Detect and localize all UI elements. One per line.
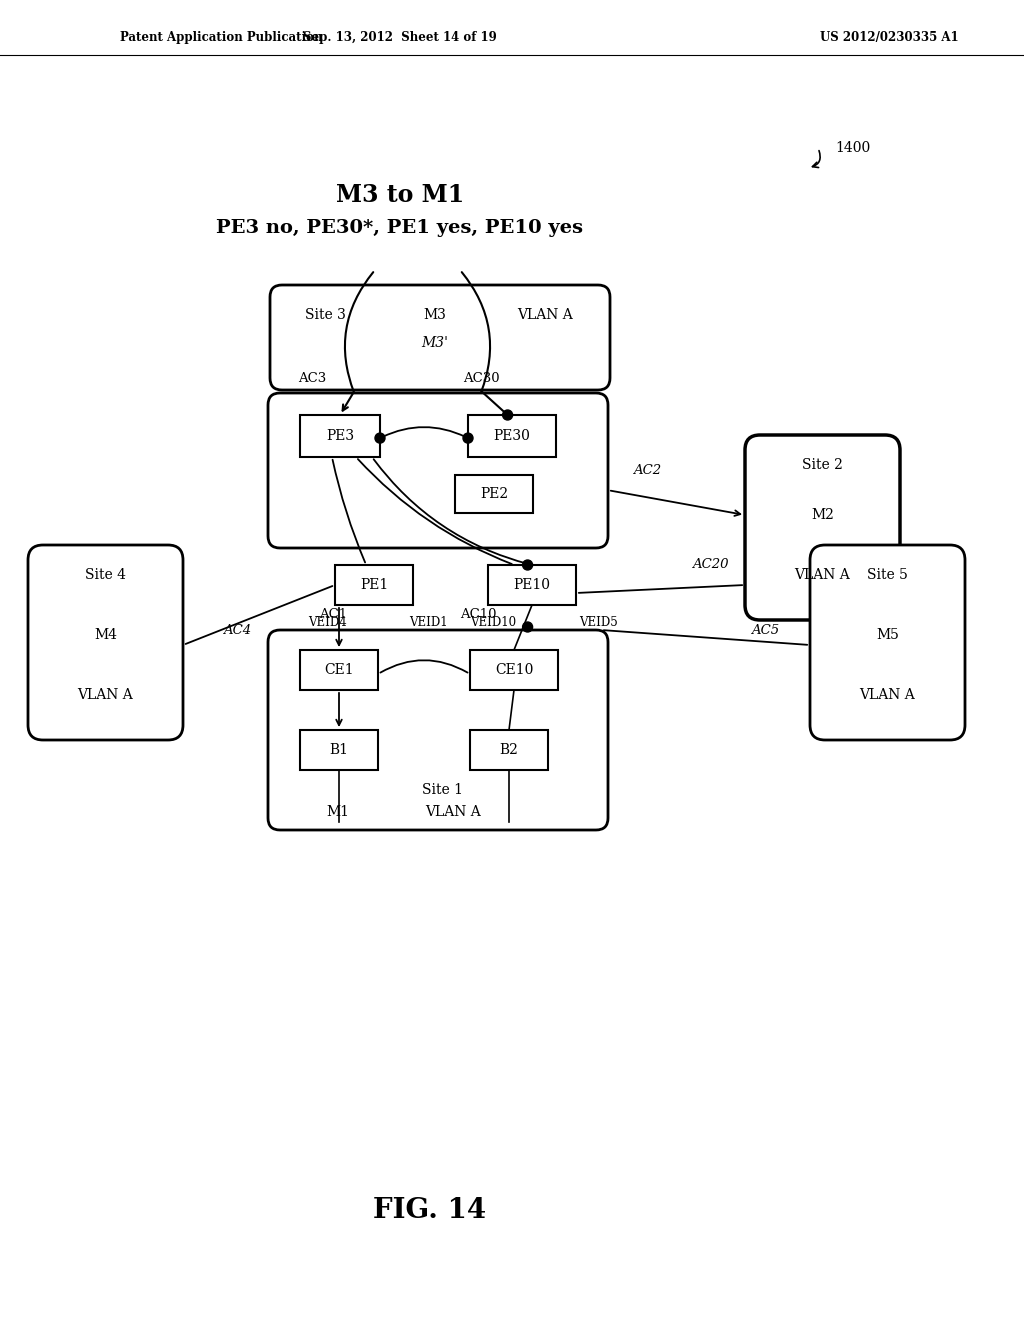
Bar bbox=[300, 649, 378, 690]
Text: Site 4: Site 4 bbox=[85, 568, 126, 582]
Text: M3': M3' bbox=[422, 337, 449, 350]
Bar bbox=[470, 730, 548, 770]
FancyBboxPatch shape bbox=[810, 545, 965, 741]
Text: VLAN A: VLAN A bbox=[425, 805, 481, 818]
Text: M3: M3 bbox=[424, 308, 446, 322]
Text: PE30: PE30 bbox=[494, 429, 530, 444]
Text: VEID10: VEID10 bbox=[470, 616, 516, 630]
Text: Site 2: Site 2 bbox=[802, 458, 843, 473]
Text: FIG. 14: FIG. 14 bbox=[374, 1196, 486, 1224]
Text: AC4: AC4 bbox=[223, 623, 251, 636]
Text: AC30: AC30 bbox=[463, 371, 500, 384]
Text: CE1: CE1 bbox=[325, 663, 354, 677]
Bar bbox=[455, 475, 534, 513]
FancyBboxPatch shape bbox=[745, 436, 900, 620]
FancyBboxPatch shape bbox=[268, 393, 608, 548]
Circle shape bbox=[463, 433, 473, 444]
Bar bbox=[300, 414, 380, 457]
Text: AC20: AC20 bbox=[692, 558, 728, 572]
Text: VLAN A: VLAN A bbox=[517, 308, 572, 322]
Text: PE1: PE1 bbox=[359, 578, 388, 591]
FancyBboxPatch shape bbox=[28, 545, 183, 741]
Text: M4: M4 bbox=[94, 628, 117, 642]
Text: VLAN A: VLAN A bbox=[795, 568, 850, 582]
Circle shape bbox=[522, 622, 532, 632]
Text: Site 1: Site 1 bbox=[423, 783, 464, 797]
Text: M5: M5 bbox=[877, 628, 899, 642]
Text: Patent Application Publication: Patent Application Publication bbox=[120, 32, 323, 45]
Text: VEID1: VEID1 bbox=[409, 616, 447, 630]
Text: PE2: PE2 bbox=[480, 487, 508, 502]
Text: US 2012/0230335 A1: US 2012/0230335 A1 bbox=[820, 32, 958, 45]
Bar bbox=[335, 565, 413, 605]
Text: B1: B1 bbox=[330, 743, 348, 756]
Bar bbox=[488, 565, 575, 605]
Circle shape bbox=[522, 560, 532, 570]
Text: AC1: AC1 bbox=[318, 609, 347, 622]
Text: M1: M1 bbox=[327, 805, 349, 818]
FancyBboxPatch shape bbox=[270, 285, 610, 389]
Circle shape bbox=[503, 411, 513, 420]
Text: VLAN A: VLAN A bbox=[859, 688, 915, 702]
Text: PE10: PE10 bbox=[513, 578, 551, 591]
Text: Sep. 13, 2012  Sheet 14 of 19: Sep. 13, 2012 Sheet 14 of 19 bbox=[303, 32, 497, 45]
Text: B2: B2 bbox=[500, 743, 518, 756]
Text: Site 5: Site 5 bbox=[867, 568, 908, 582]
Text: CE10: CE10 bbox=[495, 663, 534, 677]
Text: VLAN A: VLAN A bbox=[78, 688, 133, 702]
FancyBboxPatch shape bbox=[268, 630, 608, 830]
Bar bbox=[470, 649, 558, 690]
Text: AC10: AC10 bbox=[460, 609, 497, 622]
Bar bbox=[300, 730, 378, 770]
Text: VEID5: VEID5 bbox=[579, 616, 617, 630]
Text: 1400: 1400 bbox=[835, 141, 870, 154]
Text: Site 3: Site 3 bbox=[304, 308, 345, 322]
Text: AC2: AC2 bbox=[633, 463, 662, 477]
Text: PE3 no, PE30*, PE1 yes, PE10 yes: PE3 no, PE30*, PE1 yes, PE10 yes bbox=[216, 219, 584, 238]
Bar bbox=[468, 414, 556, 457]
Text: VEID4: VEID4 bbox=[307, 616, 346, 630]
Text: AC5: AC5 bbox=[751, 623, 779, 636]
Text: M3 to M1: M3 to M1 bbox=[336, 183, 464, 207]
Text: M2: M2 bbox=[811, 508, 834, 521]
Text: AC3: AC3 bbox=[298, 371, 327, 384]
Text: PE3: PE3 bbox=[326, 429, 354, 444]
Circle shape bbox=[375, 433, 385, 444]
